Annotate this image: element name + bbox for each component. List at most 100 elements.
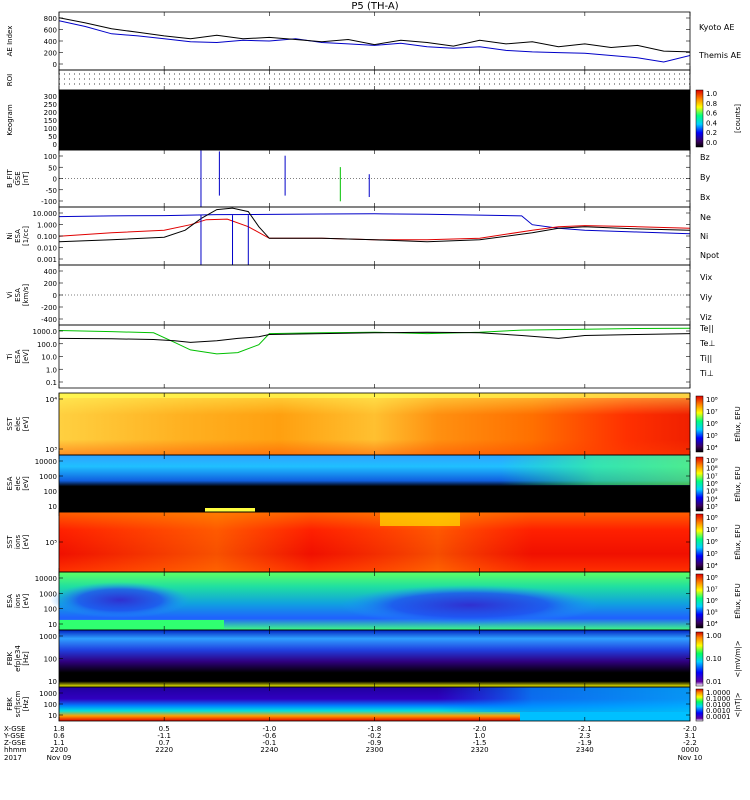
- ae-ytick-label: 600: [44, 27, 57, 35]
- fbk_b-ytick-label: 1000: [39, 690, 57, 698]
- density-series-npot: [59, 213, 690, 235]
- xaxis-value: -1.0: [262, 725, 276, 733]
- esa_i-cb-label: Eflux, EFU: [734, 583, 742, 618]
- esa_i-ytick-label: 10: [48, 621, 57, 629]
- esa_i-ylabel-2: [eV]: [22, 593, 30, 608]
- temperature-ytick-label: 0.1: [46, 379, 57, 387]
- sst_i-cb-tick: 10⁷: [706, 526, 718, 534]
- density-ylabel-0: Ni: [6, 232, 14, 239]
- fbk-b-colorbar: [695, 688, 704, 722]
- xaxis-value: 2300: [366, 746, 384, 754]
- ae-frame: [58, 11, 691, 71]
- keogram-colorbar: [695, 89, 704, 148]
- keogram-ytick-label: 250: [44, 101, 57, 109]
- sst_e-cb-tick: 10⁵: [706, 432, 718, 440]
- fbk_b-ytick-label: 100: [44, 701, 57, 709]
- sst_i-ylabel-1: ions: [14, 534, 22, 549]
- xaxis-value: 0.5: [159, 725, 170, 733]
- fbk_b-cb-tick: 1.0000: [706, 689, 731, 697]
- temperature-legend-2: Ti||: [699, 354, 712, 363]
- velocity-ytick-label: -400: [41, 316, 57, 324]
- xaxis-value: 2320: [471, 746, 489, 754]
- xaxis-value: -0.6: [262, 732, 276, 740]
- esa-i-colorbar: [695, 573, 704, 629]
- temperature-legend-3: Ti⊥: [699, 369, 714, 378]
- velocity-legend-1: Viy: [700, 293, 713, 302]
- esa_e-ytick-label: 100: [44, 488, 57, 496]
- esa_e-cb-tick: 10⁹: [706, 457, 718, 465]
- xaxis-row-label: X-GSE: [4, 725, 26, 733]
- sst_i-ylabel-2: [eV]: [22, 534, 30, 549]
- bfit-ylabel-1: GSE: [14, 171, 22, 185]
- sst_i-cb-tick: 10⁵: [706, 550, 718, 558]
- fbk_e-ylabel-2: [Hz]: [22, 651, 30, 666]
- fbk-e-colorbar: [695, 631, 704, 687]
- xaxis-value: -0.2: [368, 732, 382, 740]
- esa_e-cb-tick: 10⁶: [706, 480, 718, 488]
- temperature-frame: [58, 324, 691, 389]
- xaxis-value: -1.9: [578, 739, 592, 747]
- velocity-ytick-label: 200: [44, 280, 57, 288]
- xaxis-value: 2200: [50, 746, 68, 754]
- esa_i-cb-tick: 10⁴: [706, 620, 718, 628]
- sst_i-cb-tick: 10⁸: [706, 514, 718, 522]
- xaxis-value: 3.1: [684, 732, 695, 740]
- fbk_e-cb-tick: 0.10: [706, 655, 722, 663]
- esa-ion-heatmap: [50, 572, 690, 630]
- fbk_b-cb-tick: 0.1000: [706, 695, 731, 703]
- velocity-ytick-label: 400: [44, 268, 57, 276]
- keogram-cb-tick: 0.0: [706, 139, 717, 147]
- temperature-ytick-label: 10.0: [41, 354, 57, 362]
- xaxis-value: 2.3: [579, 732, 590, 740]
- ae-legend-0: Kyoto AE: [699, 23, 734, 32]
- temperature-ylabel-0: Ti: [6, 353, 14, 360]
- bfit-legend-2: Bx: [700, 193, 710, 202]
- keogram-cb-tick: 0.2: [706, 129, 717, 137]
- fbk_b-ylabel-0: FBK: [6, 697, 14, 711]
- ae-ytick-label: 400: [44, 38, 57, 46]
- density-ytick-label: 0.001: [37, 256, 57, 264]
- esa_e-cb-tick: 10⁸: [706, 465, 718, 473]
- bfit-ylabel-2: [nT]: [22, 171, 30, 185]
- keogram-ytick-label: 150: [44, 117, 57, 125]
- keogram-cb-tick: 1.0: [706, 90, 717, 98]
- keogram-heatmap: [59, 90, 690, 150]
- velocity-ytick-label: -200: [41, 304, 57, 312]
- xaxis-value: 1.0: [474, 732, 485, 740]
- sst_i-cb-tick: 10⁶: [706, 538, 718, 546]
- ae-series-kyoto-ae: [59, 20, 690, 63]
- esa_i-cb-tick: 10⁸: [706, 574, 718, 582]
- temperature-legend-0: Te||: [699, 324, 714, 333]
- fbk-bfield-heatmap: [59, 687, 690, 721]
- keogram-ytick-label: 0: [53, 141, 57, 149]
- esa_i-cb-tick: 10⁵: [706, 609, 718, 617]
- sst_i-ylabel-0: SST: [6, 535, 14, 549]
- xaxis-value: -0.9: [368, 739, 382, 747]
- sst-e-colorbar: [695, 395, 704, 453]
- fbk_e-ytick-label: 1000: [39, 633, 57, 641]
- keogram-ytick-label: 100: [44, 125, 57, 133]
- density-ylabel-2: [1/cc]: [22, 226, 30, 246]
- velocity-ylabel-0: Vi: [6, 292, 14, 299]
- bfit-ytick-label: 0: [53, 176, 57, 184]
- colorbars: [695, 89, 704, 722]
- sst_i-cb-tick: 10⁴: [706, 562, 718, 570]
- esa_e-cb-tick: 10⁴: [706, 495, 718, 503]
- esa_e-cb-tick: 10³: [706, 503, 718, 511]
- fbk_b-ylabel-2: [Hz]: [22, 697, 30, 712]
- ae-ylabel-0: AE Index: [6, 26, 14, 57]
- density-ytick-label: 10.000: [33, 210, 58, 218]
- fbk_e-ytick-label: 100: [44, 656, 57, 664]
- xaxis-row-label: Z-GSE: [4, 739, 26, 747]
- sst_e-cb-tick: 10⁸: [706, 396, 718, 404]
- keogram-cb-tick: 0.8: [706, 100, 717, 108]
- heatmap-backgrounds: [50, 90, 690, 721]
- esa_i-ylabel-1: ions: [14, 593, 22, 608]
- xaxis-value: -1.1: [157, 732, 171, 740]
- esa_e-ytick-label: 10000: [35, 458, 57, 466]
- esa_e-ytick-label: 10: [48, 503, 57, 511]
- sst-i-colorbar: [695, 513, 704, 571]
- temperature-ytick-label: 100.0: [37, 341, 57, 349]
- keogram-ylabel-0: Keogram: [6, 104, 14, 135]
